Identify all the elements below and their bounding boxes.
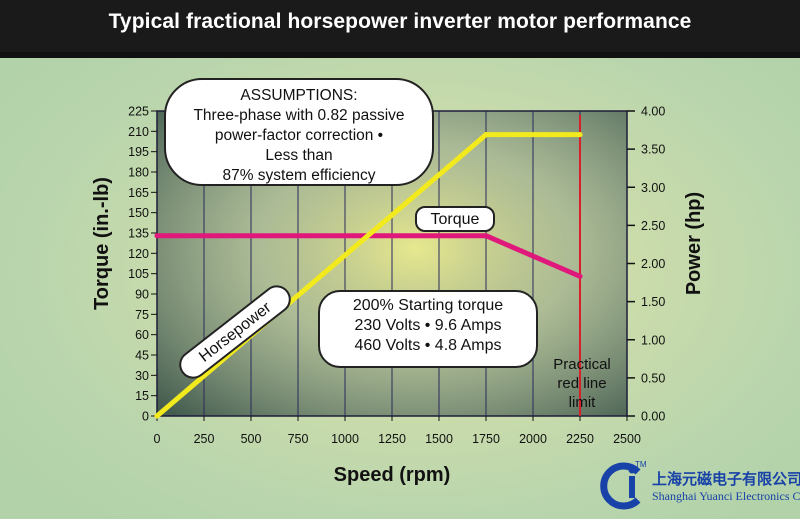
assumptions-line: 87% system efficiency bbox=[222, 167, 376, 184]
y-left-tick-label: 225 bbox=[128, 105, 149, 119]
company-name-english: Shanghai Yuanci Electronics Co.,Ltd. bbox=[652, 489, 800, 503]
assumptions-line: Three-phase with 0.82 passive bbox=[193, 107, 405, 124]
x-tick-label: 500 bbox=[241, 432, 262, 446]
chart-title: Typical fractional horsepower inverter m… bbox=[108, 10, 692, 33]
horsepower-point bbox=[154, 413, 160, 419]
red-line-label-line: limit bbox=[568, 394, 596, 411]
title-bar: Typical fractional horsepower inverter m… bbox=[0, 0, 800, 58]
x-axis-label: Speed (rpm) bbox=[334, 464, 451, 486]
y-left-tick-label: 0 bbox=[142, 410, 149, 424]
starting-line: 460 Volts • 4.8 Amps bbox=[354, 337, 502, 354]
torque-point bbox=[154, 233, 160, 239]
y-left-tick-label: 90 bbox=[135, 288, 149, 302]
starting-line: 200% Starting torque bbox=[352, 297, 504, 314]
y-right-tick-label: 3.50 bbox=[641, 143, 665, 157]
red-line-label-line: Practical bbox=[553, 356, 611, 373]
y-left-tick-label: 105 bbox=[128, 267, 149, 281]
y-right-tick-label: 4.00 bbox=[641, 105, 665, 119]
torque-point bbox=[577, 273, 583, 279]
y-right-tick-label: 1.00 bbox=[641, 333, 665, 347]
company-logo bbox=[600, 462, 641, 510]
company-name-chinese: 上海元磁电子有限公司 bbox=[652, 471, 800, 488]
y-left-tick-label: 195 bbox=[128, 145, 149, 159]
y-left-tick-label: 60 bbox=[135, 328, 149, 342]
y-left-tick-label: 165 bbox=[128, 186, 149, 200]
y-right-tick-label: 0.00 bbox=[641, 410, 665, 424]
red-line-label-line: red line bbox=[557, 375, 607, 392]
y-left-tick-label: 45 bbox=[135, 349, 149, 363]
starting-line: 230 Volts • 9.6 Amps bbox=[354, 317, 502, 334]
y-left-tick-label: 75 bbox=[135, 308, 149, 322]
horsepower-point bbox=[577, 132, 583, 138]
x-tick-label: 2250 bbox=[566, 432, 594, 446]
y-left-tick-label: 135 bbox=[128, 227, 149, 241]
y-left-axis-label: Torque (in.-lb) bbox=[91, 177, 113, 310]
y-left-tick-label: 15 bbox=[135, 389, 149, 403]
x-tick-label: 1500 bbox=[425, 432, 453, 446]
x-tick-label: 750 bbox=[288, 432, 309, 446]
torque-series-label: Torque bbox=[415, 206, 495, 232]
x-tick-label: 2500 bbox=[613, 432, 641, 446]
y-right-axis-label: Power (hp) bbox=[683, 192, 705, 295]
y-right-tick-label: 2.50 bbox=[641, 219, 665, 233]
assumptions-line: ASSUMPTIONS: bbox=[240, 87, 358, 104]
red-line-label: Practical red line limit bbox=[537, 355, 627, 412]
assumptions-line: power-factor correction • bbox=[214, 127, 384, 144]
trademark-mark: TM bbox=[635, 460, 647, 469]
y-left-tick-label: 210 bbox=[128, 125, 149, 139]
assumptions-line: Less than bbox=[265, 147, 333, 164]
torque-point bbox=[483, 233, 489, 239]
y-left-tick-label: 30 bbox=[135, 369, 149, 383]
y-left-tick-label: 120 bbox=[128, 247, 149, 261]
assumptions-callout: ASSUMPTIONS: Three-phase with 0.82 passi… bbox=[164, 78, 434, 186]
y-right-tick-label: 2.00 bbox=[641, 257, 665, 271]
y-right-tick-label: 1.50 bbox=[641, 295, 665, 309]
x-tick-label: 2000 bbox=[519, 432, 547, 446]
x-tick-label: 1750 bbox=[472, 432, 500, 446]
y-left-tick-label: 180 bbox=[128, 166, 149, 180]
y-right-tick-label: 3.00 bbox=[641, 181, 665, 195]
x-tick-label: 250 bbox=[194, 432, 215, 446]
y-right-tick-label: 0.50 bbox=[641, 371, 665, 385]
y-left-tick-label: 150 bbox=[128, 206, 149, 220]
starting-torque-callout: 200% Starting torque 230 Volts • 9.6 Amp… bbox=[318, 290, 538, 368]
x-tick-label: 0 bbox=[154, 432, 161, 446]
x-tick-label: 1000 bbox=[331, 432, 359, 446]
x-tick-label: 1250 bbox=[378, 432, 406, 446]
horsepower-point bbox=[483, 132, 489, 138]
